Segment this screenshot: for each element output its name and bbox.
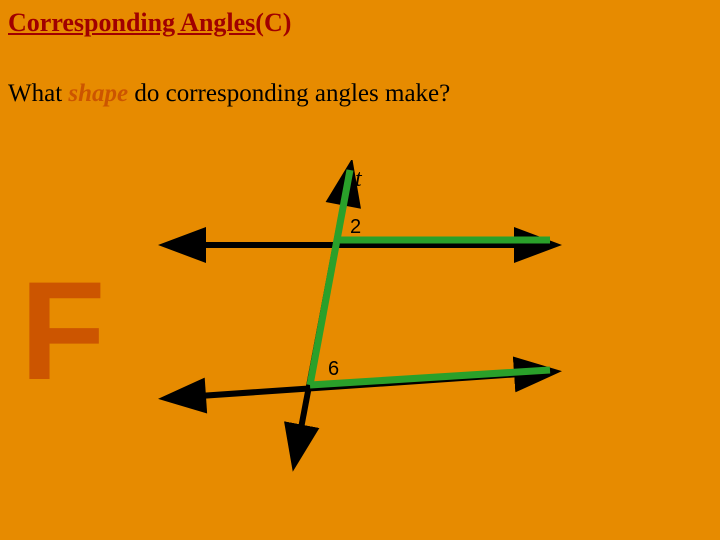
label-6: 6 [328, 358, 339, 381]
slide-title: Corresponding Angles (C) [8, 8, 291, 38]
label-t: t [355, 166, 362, 193]
question-text: What shape do corresponding angles make? [8, 80, 450, 108]
question-emphasis: shape [68, 80, 128, 107]
diagram-svg [150, 160, 570, 490]
slide: Corresponding Angles (C) What shape do c… [0, 0, 720, 540]
title-text-main: Corresponding Angles [8, 8, 255, 37]
question-suffix: do corresponding angles make? [128, 80, 450, 107]
title-text-suffix: (C) [255, 8, 291, 38]
big-letter: F [20, 250, 106, 412]
label-2: 2 [350, 216, 361, 239]
angle-diagram: t 2 6 [150, 160, 570, 490]
question-prefix: What [8, 80, 68, 107]
